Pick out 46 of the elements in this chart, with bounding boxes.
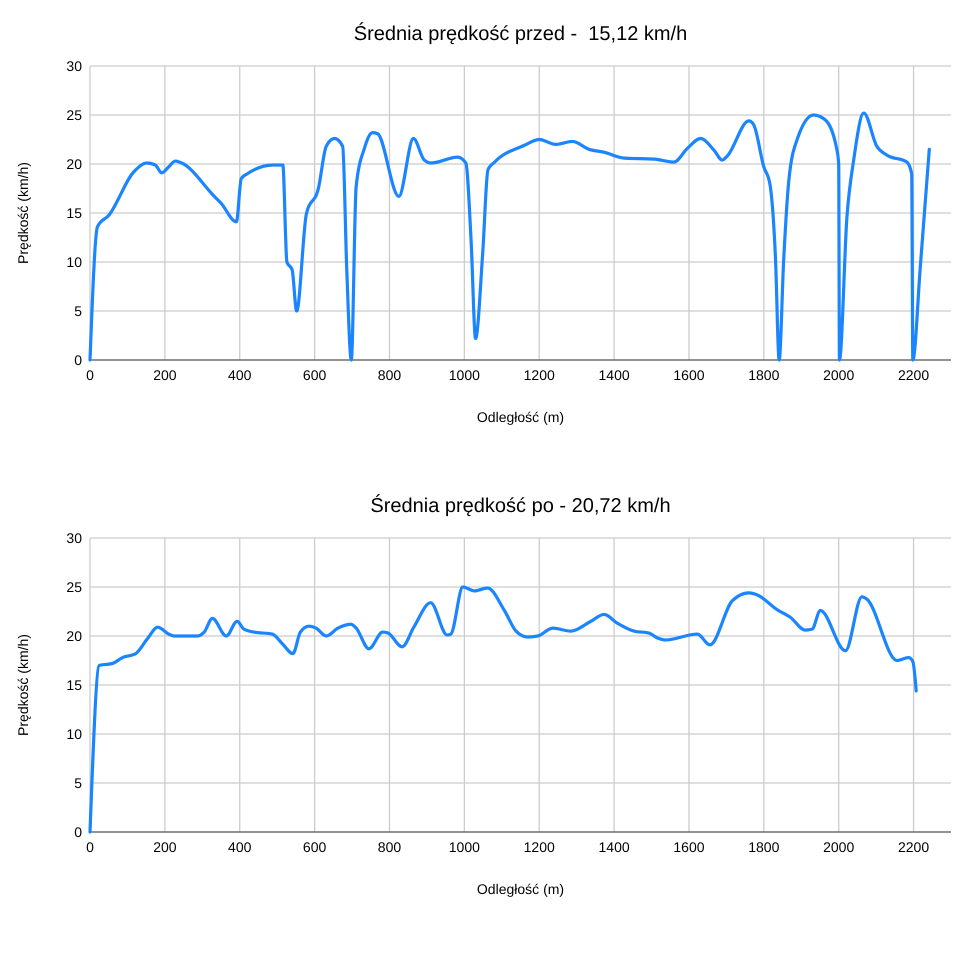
x-tick-label: 200	[153, 839, 177, 855]
x-tick-label: 2200	[898, 367, 930, 383]
x-tick-label: 1600	[673, 367, 705, 383]
x-tick-label: 1200	[524, 367, 555, 383]
x-tick-label: 1800	[748, 367, 780, 383]
x-tick-label: 2000	[823, 367, 854, 383]
x-axis-title: Odległość (m)	[476, 881, 564, 897]
y-tick-label: 10	[66, 254, 82, 270]
x-tick-label: 600	[302, 367, 326, 383]
y-tick-label: 20	[66, 156, 82, 172]
y-tick-label: 15	[66, 676, 82, 693]
x-tick-label: 800	[378, 839, 402, 855]
x-tick-label: 0	[86, 367, 94, 383]
x-tick-label: 2000	[823, 839, 854, 855]
y-tick-label: 10	[66, 726, 82, 742]
x-tick-label: 1600	[673, 839, 705, 855]
x-tick-label: 2200	[898, 839, 930, 855]
y-tick-label: 25	[66, 106, 82, 123]
y-tick-label: 0	[74, 824, 82, 840]
y-tick-label: 25	[66, 578, 82, 595]
x-tick-label: 1000	[448, 367, 480, 383]
x-tick-label: 0	[86, 839, 94, 855]
line-series	[88, 585, 918, 834]
x-axis-title: Odległość (m)	[476, 409, 564, 425]
y-tick-label: 20	[66, 628, 82, 644]
y-tick-label: 30	[66, 58, 82, 74]
y-axis-title: Prędkość (km/h)	[15, 162, 31, 264]
x-tick-label: 800	[378, 367, 402, 383]
y-tick-label: 5	[74, 774, 82, 791]
x-tick-label: 600	[302, 839, 326, 855]
chart-title: Średnia prędkość po - 20,72 km/h	[370, 494, 671, 517]
y-axis-title: Prędkość (km/h)	[15, 634, 31, 736]
chart-title: Średnia prędkość przed - 15,12 km/h	[354, 22, 688, 45]
x-tick-label: 1800	[748, 839, 780, 855]
x-tick-label: 400	[228, 367, 252, 383]
y-tick-label: 0	[74, 352, 82, 368]
x-tick-label: 1000	[448, 839, 480, 855]
line-series	[88, 111, 931, 362]
y-tick-label: 15	[66, 204, 82, 221]
x-tick-label: 1400	[598, 367, 630, 383]
x-tick-label: 1200	[524, 839, 555, 855]
x-tick-label: 200	[153, 367, 177, 383]
y-tick-label: 30	[66, 530, 82, 546]
x-tick-label: 400	[228, 839, 252, 855]
y-tick-label: 5	[74, 302, 82, 319]
x-tick-label: 1400	[598, 839, 630, 855]
